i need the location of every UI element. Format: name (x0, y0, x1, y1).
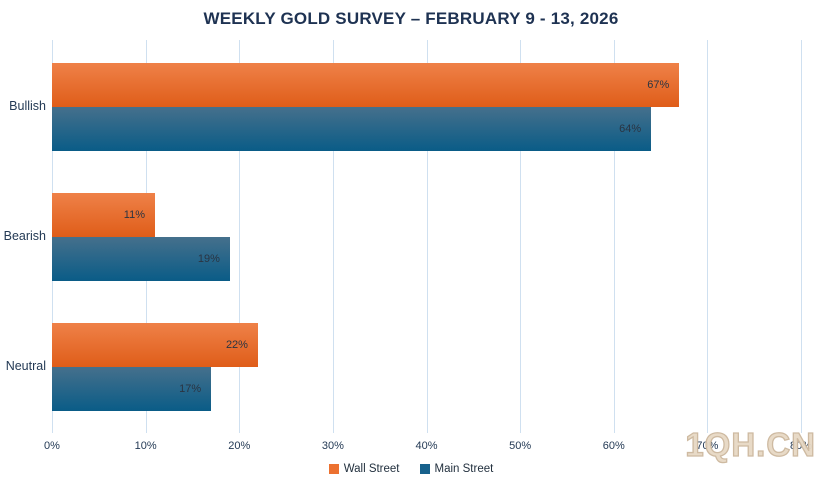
category-label-bearish: Bearish (3, 229, 46, 243)
gridline-80- (801, 40, 802, 433)
bar-value-label: 67% (647, 79, 670, 91)
x-tick-30-: 30% (321, 440, 344, 452)
plot-area: 67% 64% 11% 19% 22% 17% (52, 40, 802, 433)
chart-title: WEEKLY GOLD SURVEY – FEBRUARY 9 - 13, 20… (203, 9, 619, 28)
bar-value-label: 19% (197, 253, 220, 265)
bar-wall-street-neutral: 22% (52, 323, 258, 367)
bar-value-label: 11% (123, 209, 145, 221)
x-tick-40-: 40% (415, 440, 438, 452)
x-tick-60-: 60% (602, 440, 625, 452)
x-tick-10-: 10% (134, 440, 157, 452)
bar-wall-street-bearish: 11% (52, 193, 155, 237)
gridline-20- (239, 40, 241, 433)
x-tick-70-: 70% (696, 440, 719, 452)
legend-label-main-street: Main Street (434, 463, 494, 475)
x-tick-0-: 0% (44, 440, 60, 452)
gridline-60- (613, 40, 615, 433)
gridline-50- (520, 40, 522, 433)
bar-main-street-bullish: 64% (52, 107, 652, 151)
chart-legend: Wall Street Main Street (0, 463, 822, 475)
legend-label-wall-street: Wall Street (343, 463, 400, 475)
gridline-40- (426, 40, 428, 433)
category-label-neutral: Neutral (5, 359, 46, 373)
x-tick-20-: 20% (228, 440, 251, 452)
watermark: 1QH.CN (685, 425, 816, 463)
bar-value-label: 17% (179, 383, 202, 395)
bar-main-street-neutral: 17% (52, 367, 212, 411)
legend-item-main-street: Main Street (419, 463, 494, 475)
bar-wall-street-bullish: 67% (52, 63, 680, 107)
legend-item-wall-street: Wall Street (328, 463, 400, 475)
category-label-bullish: Bullish (9, 99, 46, 113)
legend-swatch-wall-street (328, 464, 339, 474)
legend-swatch-main-street (419, 464, 430, 474)
bar-value-label: 64% (619, 123, 642, 135)
x-tick-80-: 80% (789, 440, 813, 452)
bar-value-label: 22% (225, 339, 248, 351)
bar-main-street-bearish: 19% (52, 237, 230, 281)
gridline-30- (332, 40, 334, 433)
gridline-70- (707, 40, 709, 433)
x-tick-50-: 50% (509, 440, 532, 452)
